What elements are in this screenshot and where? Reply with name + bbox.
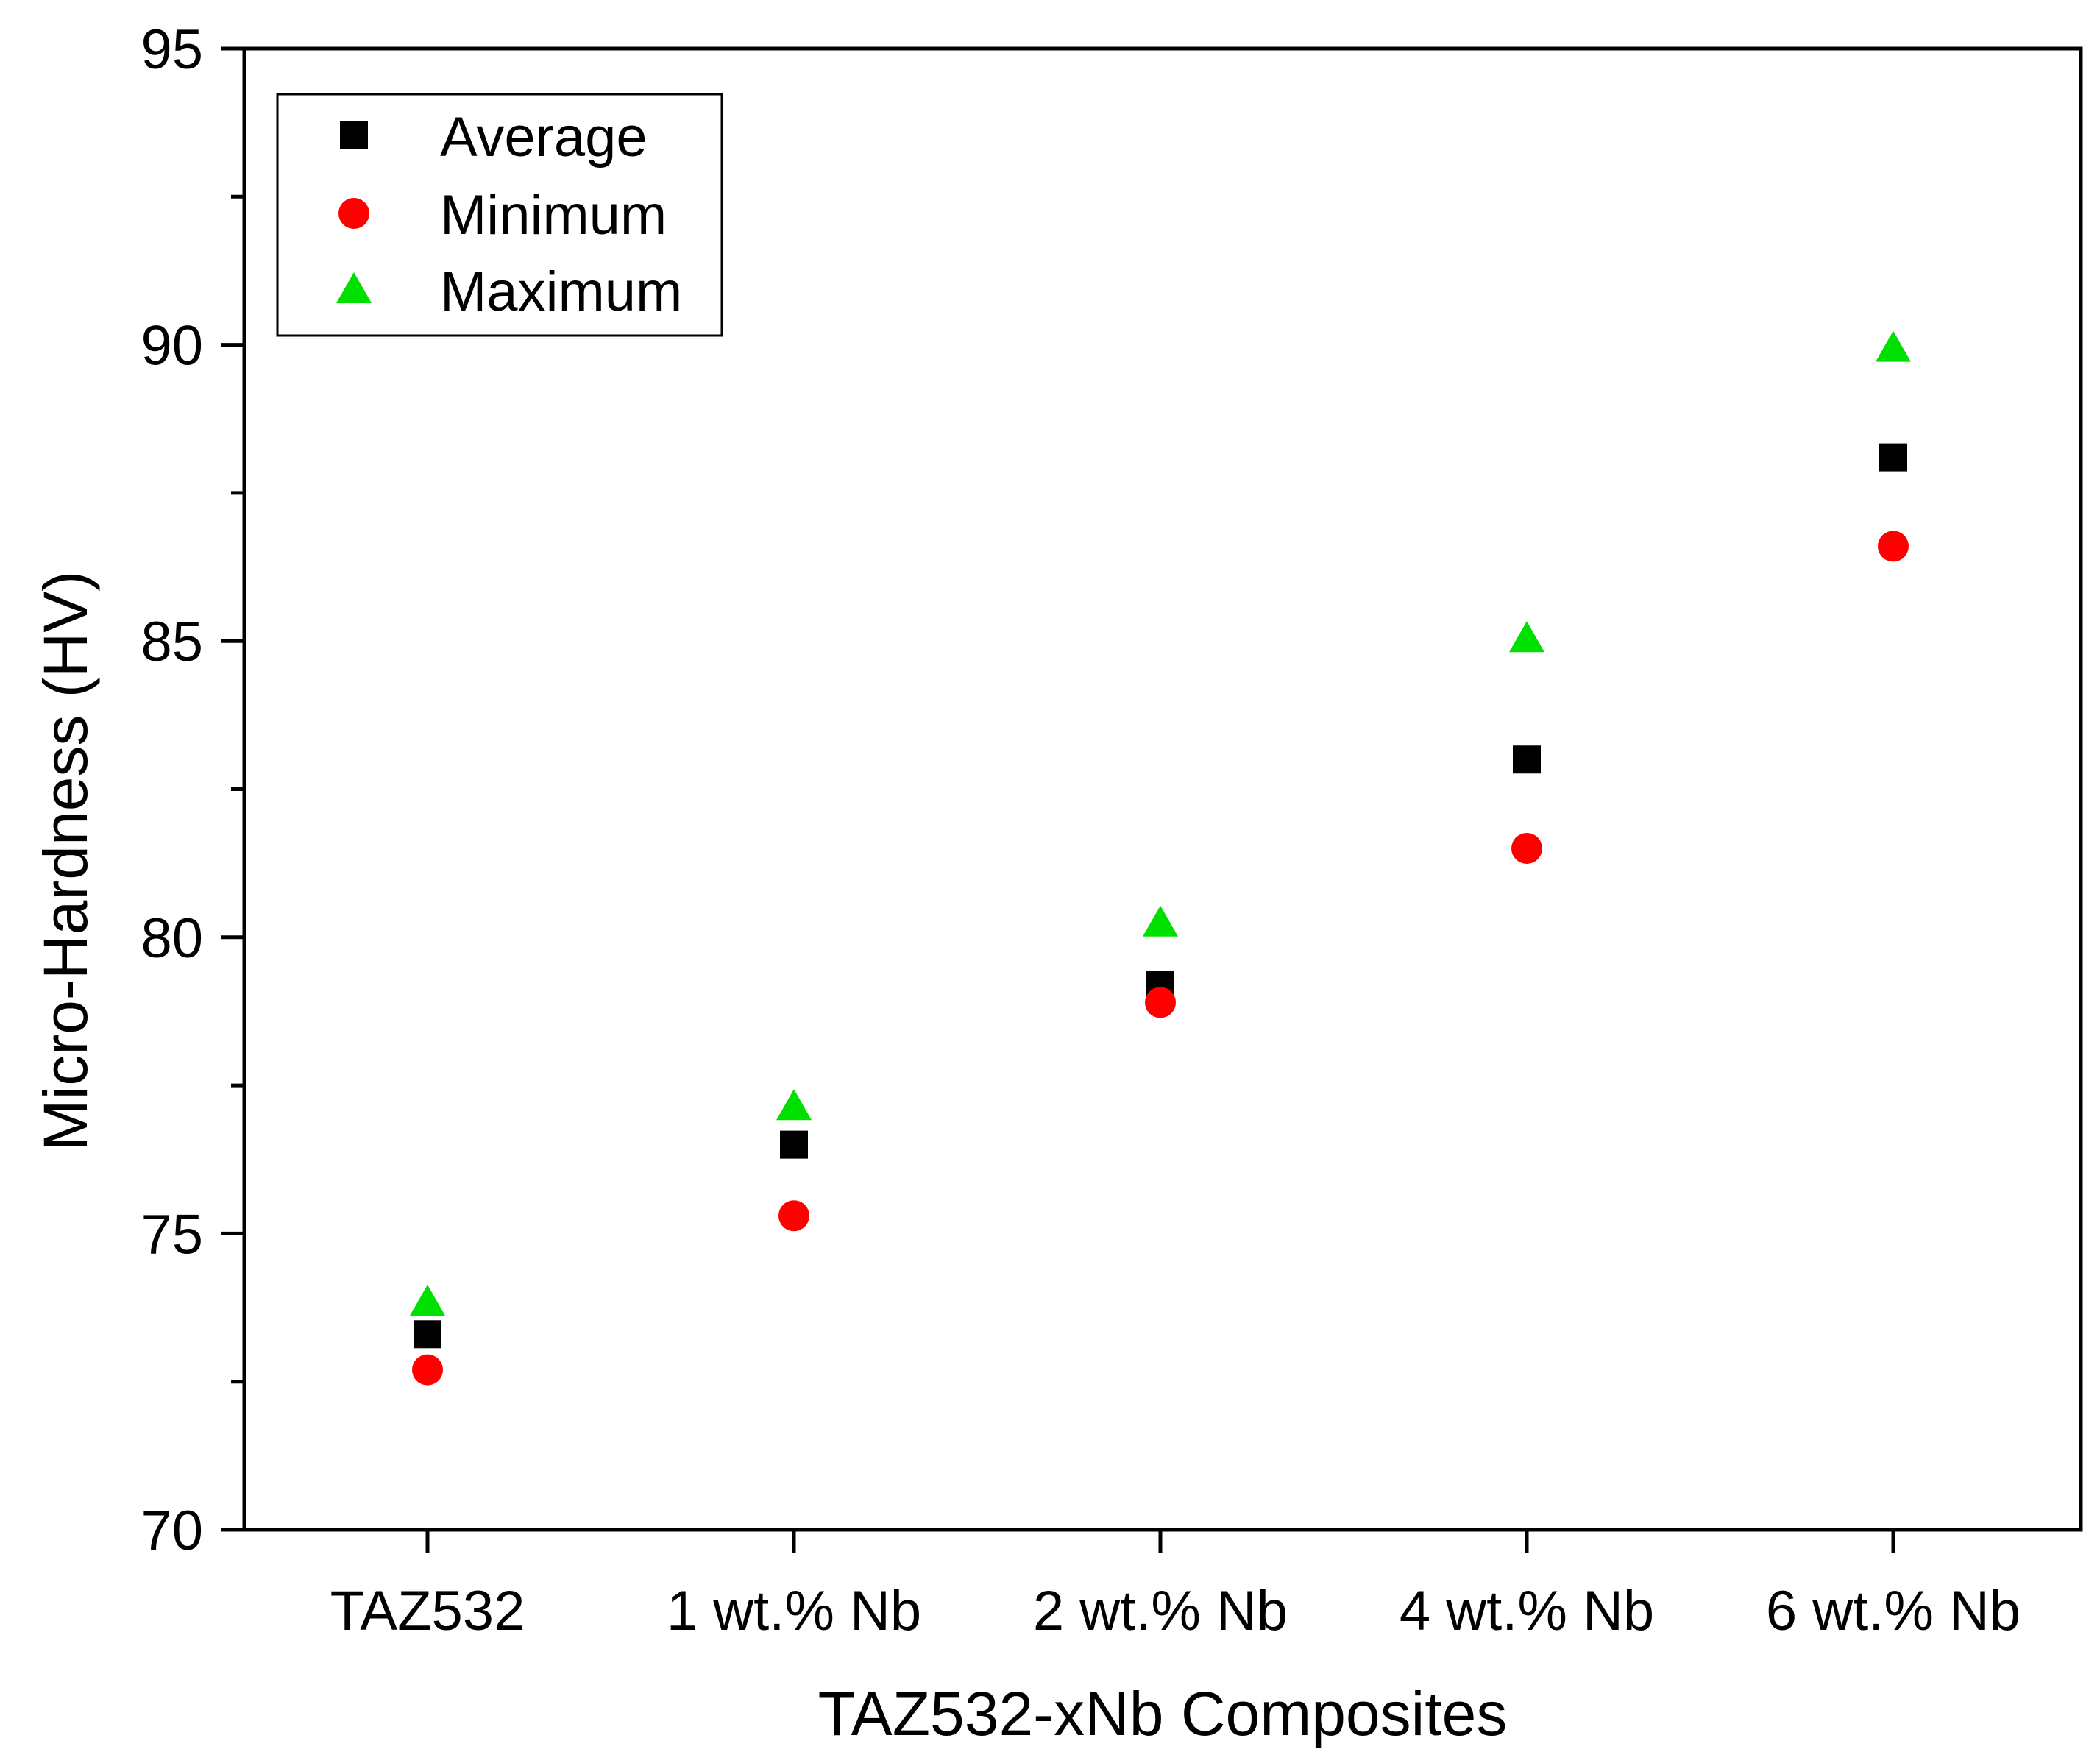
point-average [780,1130,808,1159]
point-average [414,1320,441,1349]
legend: Average Minimum Maximum [276,93,723,337]
point-minimum [1878,531,1909,562]
point-maximum [1509,621,1544,653]
point-maximum [1876,330,1911,362]
x-category-label: 1 wt.% Nb [667,1580,921,1642]
y-tick-label: 90 [141,315,203,377]
point-maximum [776,1089,812,1121]
legend-label-maximum: Maximum [440,260,682,323]
legend-marker-maximum [336,272,372,303]
legend-label-average: Average [440,106,648,169]
y-tick-label: 70 [141,1500,203,1562]
legend-label-minimum: Minimum [440,184,667,246]
x-category-label: 4 wt.% Nb [1400,1580,1654,1642]
point-average [1879,443,1907,472]
y-tick-label: 75 [141,1203,203,1266]
data-points [410,330,1911,1386]
y-axis-title: Micro-Hardness (HV) [31,571,100,1152]
x-axis-title: TAZ532-xNb Composites [818,1679,1508,1748]
x-category-label: 2 wt.% Nb [1033,1580,1288,1642]
y-axis: 70 75 80 85 90 95 [141,18,244,1562]
legend-marker-average [340,121,368,149]
legend-marker-minimum [338,198,369,229]
y-tick-label: 80 [141,907,203,970]
point-maximum [1143,905,1178,937]
y-tick-label: 85 [141,611,203,673]
x-category-label: 6 wt.% Nb [1766,1580,2021,1642]
x-category-label: TAZ532 [330,1580,525,1642]
point-maximum [410,1285,445,1316]
point-minimum [412,1354,443,1386]
point-average [1513,745,1541,774]
point-minimum [1145,987,1176,1018]
y-tick-label: 95 [141,18,203,81]
point-minimum [778,1200,809,1232]
point-minimum [1511,833,1542,865]
x-axis: TAZ532 1 wt.% Nb 2 wt.% Nb 4 wt.% Nb 6 wt.% … [330,1530,2021,1642]
